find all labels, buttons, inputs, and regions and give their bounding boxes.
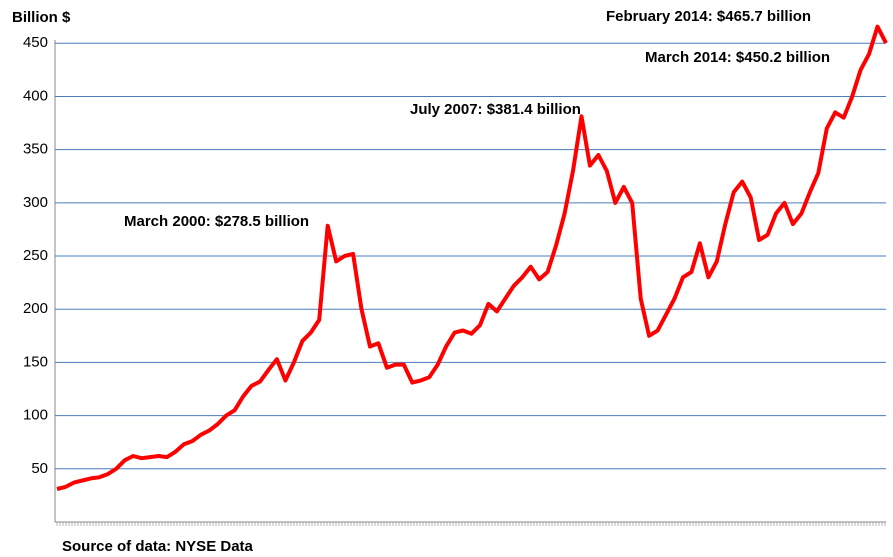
y-tick-label: 150 [23, 353, 48, 370]
y-tick-label: 300 [23, 194, 48, 211]
y-tick-label: 450 [23, 34, 48, 51]
y-tick-label: 350 [23, 141, 48, 158]
annotation: March 2014: $450.2 billion [645, 49, 830, 66]
source: Source of data: NYSE Data [62, 538, 254, 555]
data-line [56, 24, 888, 491]
x-axis-minor-ticks [56, 522, 886, 526]
y-axis-label: Billion $ [12, 9, 71, 26]
y-tick-label: 50 [31, 460, 48, 477]
y-tick-label: 400 [23, 87, 48, 104]
annotation: March 2000: $278.5 billion [124, 213, 309, 230]
y-tick-label: 250 [23, 247, 48, 264]
annotation: February 2014: $465.7 billion [606, 8, 811, 25]
y-tick-label: 100 [23, 407, 48, 424]
annotation: July 2007: $381.4 billion [410, 101, 581, 118]
y-tick-label: 200 [23, 300, 48, 317]
